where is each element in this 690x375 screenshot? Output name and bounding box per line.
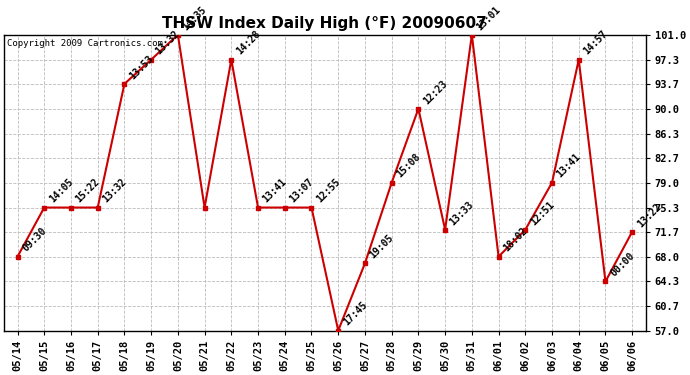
Text: 13:07: 13:07 bbox=[288, 177, 315, 205]
Text: 13:53: 13:53 bbox=[127, 53, 155, 81]
Text: 12:23: 12:23 bbox=[421, 78, 449, 106]
Text: 14:28: 14:28 bbox=[234, 29, 262, 57]
Text: 09:30: 09:30 bbox=[20, 226, 48, 254]
Text: 15:08: 15:08 bbox=[395, 152, 422, 180]
Text: 13:22: 13:22 bbox=[635, 201, 663, 229]
Text: 12:51: 12:51 bbox=[528, 199, 556, 227]
Text: 14:57: 14:57 bbox=[582, 29, 609, 57]
Text: 13:33: 13:33 bbox=[448, 199, 475, 227]
Text: 13:41: 13:41 bbox=[261, 177, 288, 205]
Text: Copyright 2009 Cartronics.com: Copyright 2009 Cartronics.com bbox=[8, 39, 164, 48]
Text: 13:41: 13:41 bbox=[555, 152, 582, 180]
Text: 15:22: 15:22 bbox=[74, 177, 101, 205]
Text: 13:32: 13:32 bbox=[154, 29, 181, 57]
Text: 12:55: 12:55 bbox=[314, 177, 342, 205]
Title: THSW Index Daily High (°F) 20090607: THSW Index Daily High (°F) 20090607 bbox=[162, 16, 487, 31]
Text: 18:02: 18:02 bbox=[502, 226, 529, 254]
Text: 19:05: 19:05 bbox=[368, 233, 395, 261]
Text: 00:00: 00:00 bbox=[609, 251, 636, 279]
Text: 14:05: 14:05 bbox=[47, 177, 75, 205]
Text: 13:32: 13:32 bbox=[101, 177, 128, 205]
Text: 14:35: 14:35 bbox=[181, 4, 208, 32]
Text: 17:45: 17:45 bbox=[341, 300, 369, 328]
Text: 13:01: 13:01 bbox=[475, 4, 502, 32]
